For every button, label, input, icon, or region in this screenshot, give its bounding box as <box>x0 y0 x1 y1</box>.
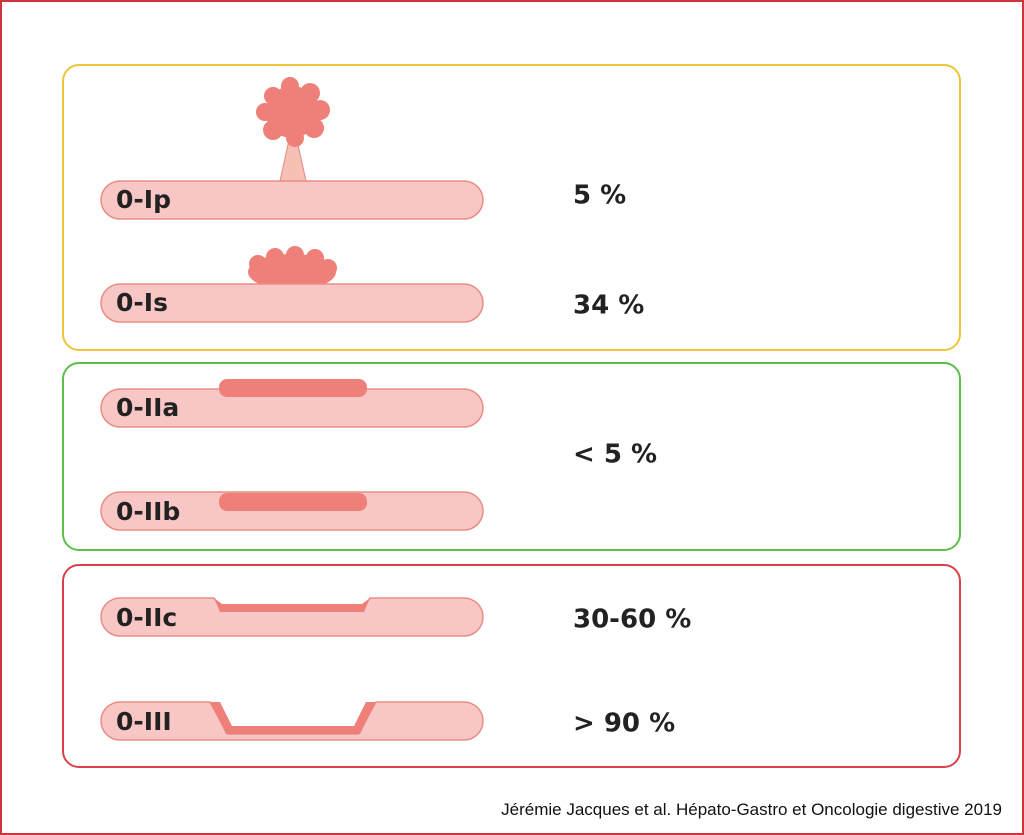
type-label: 0-Is <box>116 288 168 317</box>
group-box <box>62 362 961 551</box>
flat-lesion <box>219 493 367 511</box>
mucosa-bar <box>100 597 484 637</box>
citation: Jérémie Jacques et al. Hépato-Gastro et … <box>501 800 1002 819</box>
rate: 5 % <box>573 181 626 211</box>
type-label: 0-IIb <box>116 497 180 526</box>
group-box <box>62 64 961 351</box>
type-label: 0-III <box>116 707 172 736</box>
mucosa-bar <box>100 283 484 323</box>
rate: 30-60 % <box>573 605 691 635</box>
sessile-lesion <box>248 246 337 290</box>
type-label: 0-IIa <box>116 393 179 422</box>
depressed-lesion <box>214 598 370 612</box>
rate: 34 % <box>573 291 644 321</box>
type-label: 0-IIc <box>116 603 177 632</box>
rate: < 5 % <box>573 440 657 470</box>
group-box <box>62 564 961 768</box>
raised-lesion <box>219 379 367 397</box>
mucosa-bar <box>100 180 484 220</box>
polyp-head <box>256 77 330 147</box>
mucosa-bar <box>100 701 484 741</box>
rate: > 90 % <box>573 709 675 739</box>
excavated-lesion <box>210 702 376 734</box>
type-label: 0-Ip <box>116 185 171 214</box>
